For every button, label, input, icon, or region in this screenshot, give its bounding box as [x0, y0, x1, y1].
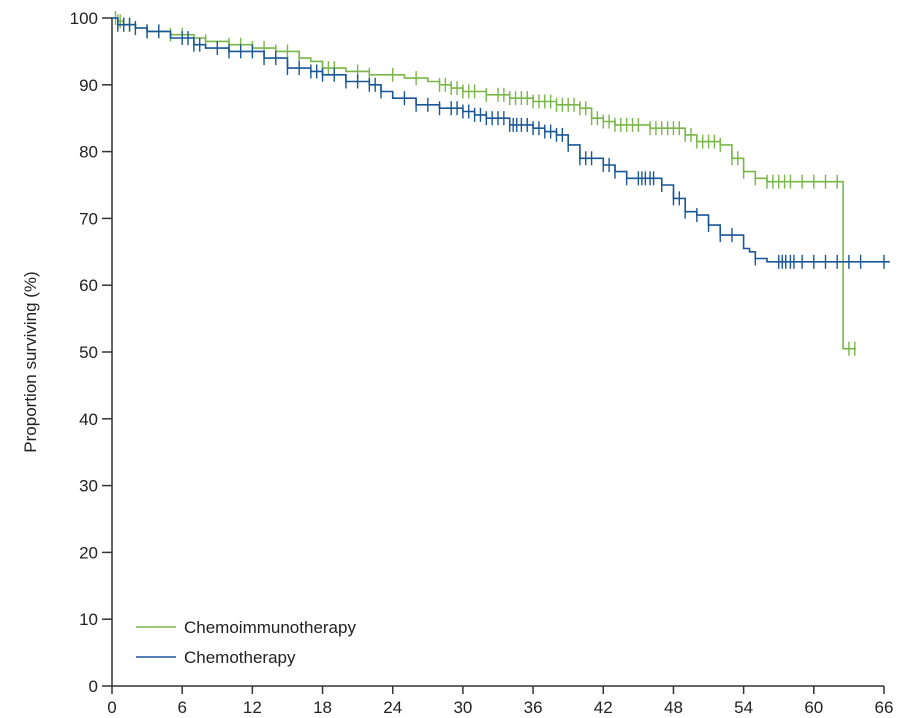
x-tick-label: 60 [804, 698, 823, 717]
series-line-0 [112, 17, 856, 350]
y-tick-label: 0 [89, 677, 98, 696]
plot-area [112, 11, 890, 356]
y-tick-label: 20 [79, 543, 98, 562]
x-tick-label: 12 [243, 698, 262, 717]
x-tick-label: 0 [107, 698, 116, 717]
x-axis: 0 6 12 18 24 30 36 42 48 54 60 66 [107, 685, 894, 717]
legend-label-0: Chemoimmunotherapy [184, 618, 356, 637]
legend: Chemoimmunotherapy Chemotherapy [136, 618, 356, 667]
y-tick-label: 80 [79, 143, 98, 162]
x-tick-label: 42 [594, 698, 613, 717]
y-tick-label: 90 [79, 76, 98, 95]
y-axis-title: Proportion surviving (%) [21, 271, 40, 452]
x-tick-label: 6 [177, 698, 186, 717]
legend-label-1: Chemotherapy [184, 648, 296, 667]
y-tick-label: 10 [79, 610, 98, 629]
y-tick-label: 30 [79, 477, 98, 496]
x-tick-label: 54 [734, 698, 753, 717]
y-tick-label: 50 [79, 343, 98, 362]
y-tick-label: 60 [79, 276, 98, 295]
y-axis: 0 10 20 30 40 50 60 70 80 90 100 [70, 9, 113, 696]
y-tick-label: 70 [79, 209, 98, 228]
x-tick-label: 24 [383, 698, 402, 717]
x-tick-label: 36 [524, 698, 543, 717]
x-tick-label: 66 [875, 698, 894, 717]
x-tick-label: 48 [664, 698, 683, 717]
y-tick-label: 40 [79, 410, 98, 429]
x-tick-label: 18 [313, 698, 332, 717]
x-tick-label: 30 [453, 698, 472, 717]
y-tick-label: 100 [70, 9, 98, 28]
